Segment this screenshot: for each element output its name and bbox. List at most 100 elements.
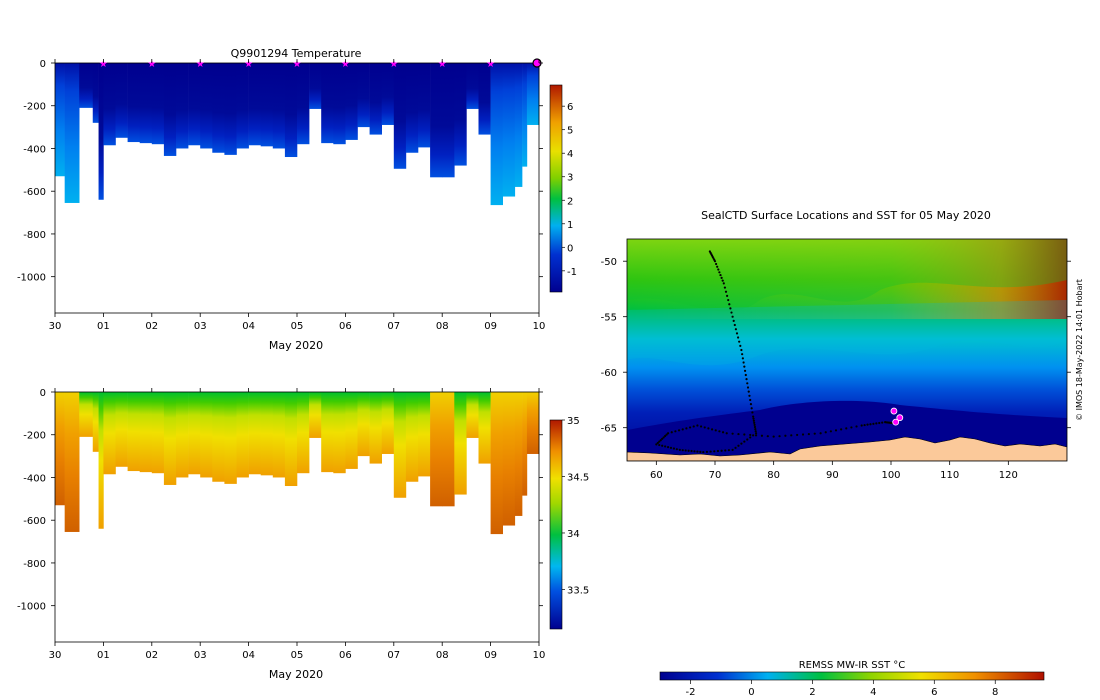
y-tick-label: 0 (40, 388, 46, 399)
track-point (675, 448, 678, 451)
y-tick-label: 0 (40, 59, 46, 70)
track-point (662, 436, 665, 439)
track-point (807, 432, 810, 436)
profile-column (297, 392, 310, 474)
track-point (666, 432, 670, 435)
track-point (834, 429, 838, 432)
track-point (749, 403, 753, 406)
profile-column (454, 63, 467, 166)
track-point (664, 434, 667, 438)
map-y-tick-label: -50 (601, 257, 617, 268)
colorbar-tick-label: 34.5 (567, 472, 589, 483)
track-point (860, 424, 863, 427)
track-point (863, 423, 866, 427)
track-point (752, 434, 755, 437)
profile-column (357, 392, 370, 457)
profile-column (200, 392, 213, 478)
track-point (666, 446, 670, 449)
x-tick-label: 02 (145, 650, 158, 661)
colorbar-tick-label: 33.5 (567, 585, 589, 596)
track-point (778, 435, 781, 438)
track-point (692, 425, 695, 428)
salinity-x-ticks: 30 01 02 03 04 05 06 07 08 09 10 (49, 388, 545, 661)
track-point (751, 411, 754, 414)
sst-map-panel: SealCTD Surface Locations and SST for 05… (601, 209, 1084, 481)
x-tick-label: 30 (49, 650, 62, 661)
track-point (772, 435, 775, 438)
map-credit: © IMOS 18-May-2022 14:01 Hobart (1075, 279, 1084, 421)
profile-column (333, 63, 346, 145)
sst-colorbar-tick-label: 0 (748, 687, 754, 698)
profile-column (321, 63, 334, 144)
profile-marker: ★ (341, 59, 350, 70)
track-point (724, 290, 728, 293)
track-point (752, 415, 755, 418)
profile-column (272, 63, 286, 149)
track-point (727, 298, 730, 302)
track-point (749, 436, 752, 439)
profile-column (200, 63, 213, 149)
profile-column (369, 63, 382, 135)
x-tick-label: 03 (194, 321, 207, 332)
profile-column (381, 392, 395, 454)
map-x-tick-label: 70 (709, 470, 722, 481)
profile-column (430, 63, 443, 178)
profile-column (127, 63, 140, 143)
profile-marker: ★ (244, 59, 253, 70)
profile-column (64, 63, 80, 203)
profile-column (454, 392, 467, 495)
colorbar-tick-label: 6 (567, 102, 573, 113)
salinity-y-ticks: 0 -200 -400 -600 -800 -1000 (17, 388, 543, 613)
profile-column (212, 63, 225, 153)
track-point (737, 432, 740, 436)
profile-column (64, 392, 80, 532)
x-tick-label: 09 (484, 650, 497, 661)
y-tick-label: -200 (23, 431, 46, 442)
track-point (743, 440, 746, 443)
track-point (656, 441, 659, 445)
track-point (720, 276, 723, 279)
track-point (766, 435, 769, 438)
track-point (743, 433, 746, 436)
profile-column (248, 63, 261, 146)
track-point (746, 438, 749, 441)
track-point (678, 448, 681, 451)
profile-column (357, 63, 370, 128)
track-point (661, 437, 664, 440)
colorbar-tick-label: 1 (567, 220, 573, 231)
track-point (733, 323, 736, 327)
track-point (665, 433, 668, 436)
track-point (734, 446, 737, 449)
track-point (760, 434, 764, 437)
profile-column (466, 392, 479, 438)
track-point (743, 365, 746, 368)
track-point (753, 423, 756, 427)
profile-column (345, 392, 358, 469)
x-tick-label: 04 (242, 650, 255, 661)
track-point (726, 294, 729, 297)
profile-marker: ★ (389, 59, 398, 70)
x-tick-label: 05 (291, 650, 304, 661)
profile-column (260, 63, 274, 147)
profile-column (139, 63, 153, 144)
map-x-tick-label: 120 (999, 470, 1018, 481)
track-point (724, 449, 727, 452)
profile-column (405, 63, 419, 153)
profile-marker: ★ (486, 59, 495, 70)
track-point (688, 426, 692, 429)
track-point (729, 307, 732, 310)
sst-map-title: SealCTD Surface Locations and SST for 05… (701, 209, 991, 222)
y-tick-label: -400 (23, 144, 46, 155)
track-point (875, 422, 878, 425)
track-point (658, 440, 661, 443)
profile-marker: ★ (293, 59, 302, 70)
sst-colorbar-tick-label: 8 (992, 687, 998, 698)
track-point (866, 423, 869, 426)
x-tick-label: 06 (339, 650, 352, 661)
current-position-marker (890, 407, 898, 415)
track-point (840, 428, 843, 431)
sst-field (627, 239, 1067, 461)
profile-column (151, 63, 165, 145)
track-point (734, 328, 738, 331)
profile-column (188, 392, 201, 475)
